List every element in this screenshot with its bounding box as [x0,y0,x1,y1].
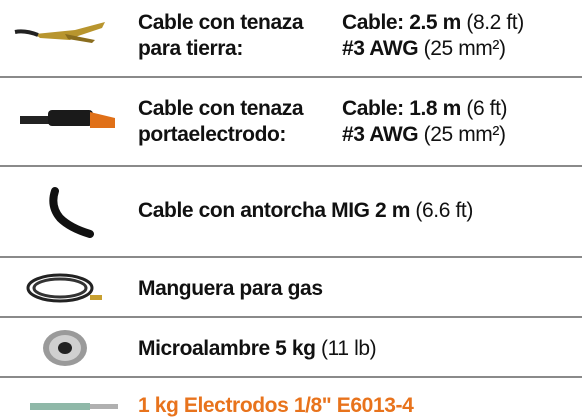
electrode-icon [30,403,118,410]
text-block: Cable con antorcha MIG 2 m (6.6 ft) [138,198,473,224]
regular-text: (8.2 ft) [460,11,524,34]
separator [0,76,582,78]
text-line: Cable con antorcha MIG 2 m (6.6 ft) [138,198,473,224]
text-block: Manguera para gas [138,276,323,302]
regular-text: (6 ft) [460,97,508,120]
bold-text: Cable con tenaza [138,11,304,34]
bold-text: Cable: 1.8 m [342,97,461,120]
separator [0,376,582,378]
text-block: Cable con tenaza portaelectrodo: [138,96,304,148]
separator [0,256,582,258]
text-line: Manguera para gas [138,276,323,302]
wire-spool-icon [43,330,87,366]
text-line: 1 kg Electrodos 1/8" E6013-4 [138,393,414,418]
bold-text: Cable con tenaza [138,97,304,120]
separator [0,316,582,318]
text-line: #3 AWG (25 mm²) [342,36,524,62]
text-block: Cable con tenaza para tierra: [138,10,304,62]
ground-clamp-icon [14,22,105,43]
bold-text: #3 AWG [342,123,419,146]
text-line: Cable: 2.5 m (8.2 ft) [342,10,524,36]
text-line: Cable: 1.8 m (6 ft) [342,96,508,122]
regular-text: (6.6 ft) [410,199,473,222]
bold-text: para tierra: [138,37,243,60]
text-block: Cable: 1.8 m (6 ft) #3 AWG (25 mm²) [342,96,508,148]
text-line: para tierra: [138,36,303,62]
bold-text: Manguera para gas [138,277,323,300]
text-line: Cable con tenaza [138,96,304,122]
text-line: Cable con tenaza [138,10,304,36]
text-block: Microalambre 5 kg (11 lb) [138,336,377,362]
bold-text: Microalambre 5 kg [138,337,316,360]
bold-text: portaelectrodo: [138,123,287,146]
bold-text: 1 kg Electrodos 1/8" E6013-4 [138,394,414,417]
text-block: 1 kg Electrodos 1/8" E6013-4 [138,393,414,418]
regular-text: (25 mm²) [418,37,506,60]
bold-text: Cable con antorcha MIG 2 m [138,199,410,222]
separator [0,165,582,167]
text-line: #3 AWG (25 mm²) [342,122,507,148]
mig-torch-icon [49,187,94,238]
text-line: Microalambre 5 kg (11 lb) [138,336,377,362]
text-line: portaelectrodo: [138,122,303,148]
regular-text: (11 lb) [315,337,377,360]
regular-text: (25 mm²) [418,123,506,146]
gas-hose-icon [26,273,102,303]
bold-text: Cable: 2.5 m [342,11,461,34]
bold-text: #3 AWG [342,37,419,60]
electrode-holder-icon [20,110,115,128]
text-block: Cable: 2.5 m (8.2 ft) #3 AWG (25 mm²) [342,10,524,62]
